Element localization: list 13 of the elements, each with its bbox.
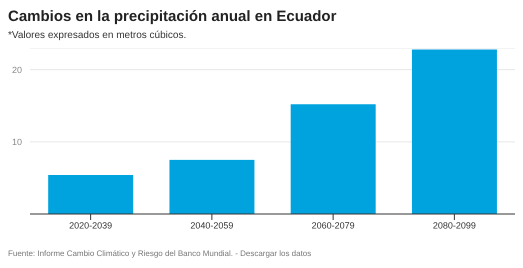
- y-tick-label: 10: [12, 137, 22, 148]
- chart-subtitle: *Valores expresados en metros cúbicos.: [8, 30, 186, 41]
- bar: [290, 104, 376, 214]
- x-tick-label: 2040-2059: [190, 220, 234, 230]
- chart-title: Cambios en la precipitación anual en Ecuador: [8, 8, 336, 25]
- x-tick-label: 2020-2039: [69, 220, 112, 230]
- source-note: Fuente: Informe Cambio Climático y Riesgo del Banco Mundial. - Descargar los datos: [8, 249, 312, 258]
- bar: [412, 49, 497, 214]
- bar: [169, 160, 254, 214]
- x-tick-label: 2060-2079: [312, 220, 355, 230]
- bar: [48, 175, 134, 214]
- y-tick-label: 20: [12, 64, 22, 75]
- x-tick-label: 2080-2099: [432, 220, 476, 230]
